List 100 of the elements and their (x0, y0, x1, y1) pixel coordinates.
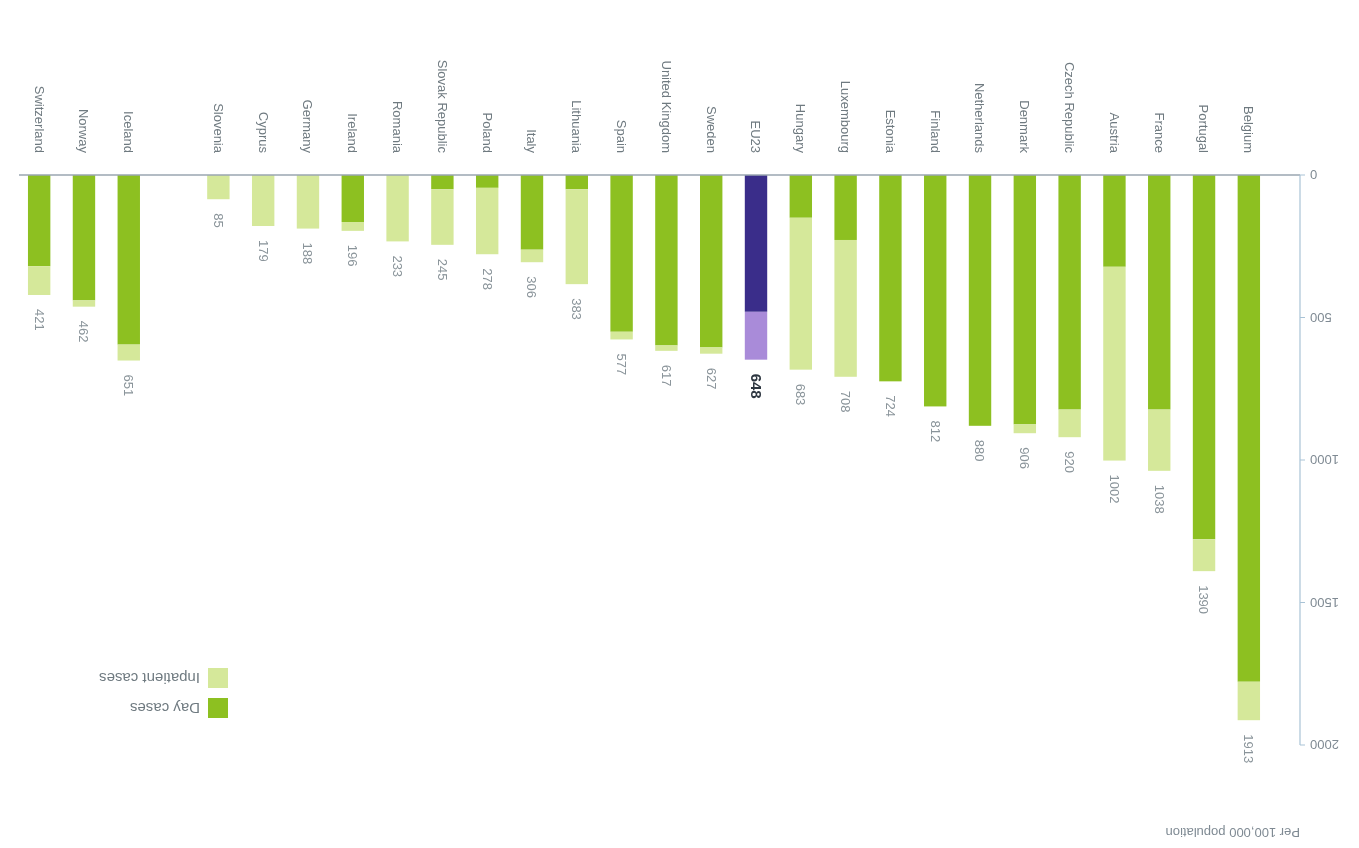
total-label: 577 (614, 353, 630, 376)
bar (700, 175, 723, 348)
y-tick-label: 1000 (1310, 452, 1339, 468)
total-label: 196 (345, 244, 361, 267)
total-label: 179 (255, 240, 271, 262)
total-label: 627 (703, 367, 719, 390)
x-tick-label: Sweden (703, 106, 719, 153)
bar (1103, 266, 1126, 461)
bar (834, 175, 857, 240)
total-label: 920 (1062, 451, 1078, 473)
bar (1192, 539, 1216, 572)
x-tick-label: Norway (76, 108, 92, 154)
total-label: 812 (927, 420, 943, 443)
bar (879, 175, 902, 382)
bar (700, 347, 723, 354)
total-label: 651 (121, 374, 137, 397)
x-tick-label: Portugal (1196, 104, 1212, 154)
bar (117, 175, 140, 345)
bar (207, 175, 230, 200)
y-tick-label: 2000 (1310, 737, 1339, 753)
total-label: 233 (390, 255, 406, 278)
total-label: 648 (747, 373, 765, 399)
total-label: 462 (76, 320, 92, 343)
x-tick-label: Estonia (882, 109, 898, 154)
total-label: 188 (300, 242, 316, 265)
x-tick-label: Hungary (793, 103, 809, 154)
x-tick-label: United Kingdom (658, 60, 674, 153)
x-tick-label: Cyprus (255, 111, 271, 154)
bar (924, 175, 947, 407)
bar (1237, 681, 1261, 721)
x-tick-label: Romania (390, 100, 406, 154)
bar (744, 175, 768, 312)
y-tick-label: 1500 (1310, 594, 1339, 610)
x-tick-label: Lithuania (569, 100, 585, 154)
x-tick-label: Austria (1106, 112, 1122, 154)
x-tick-label: EU23 (748, 120, 764, 153)
x-tick-label: Ireland (345, 113, 361, 153)
bar (520, 175, 544, 250)
y-tick-label: 0 (1310, 167, 1318, 183)
bar (1148, 409, 1171, 471)
total-label: 683 (793, 383, 809, 406)
total-label: 724 (882, 395, 898, 418)
bar (789, 175, 813, 218)
bar (117, 344, 140, 361)
x-tick-label: Netherlands (972, 82, 988, 154)
bar (296, 175, 320, 229)
total-label: 617 (658, 364, 674, 387)
bar (27, 175, 51, 267)
x-tick-label: Germany (300, 99, 316, 154)
legend-label: Day cases (129, 699, 200, 717)
total-label: 880 (972, 439, 988, 462)
total-label: 906 (1017, 447, 1033, 469)
bar (1013, 424, 1037, 434)
bar (1013, 175, 1037, 425)
bar (565, 189, 588, 285)
bar (1058, 175, 1081, 410)
x-tick-label: Denmark (1017, 100, 1033, 154)
total-label: 278 (479, 268, 495, 290)
x-tick-label: Belgium (1241, 106, 1257, 153)
x-tick-label: Iceland (121, 111, 137, 153)
x-tick-label: Slovak Republic (434, 59, 450, 154)
x-tick-label: Switzerland (31, 85, 47, 153)
bar (565, 175, 588, 190)
bar (431, 175, 454, 190)
bar (968, 175, 992, 426)
x-tick-label: Slovenia (210, 103, 226, 154)
text: Per 100,000 population (1165, 825, 1300, 840)
bar (1103, 175, 1126, 267)
bar (341, 175, 364, 223)
total-label: 383 (569, 298, 585, 320)
bar (744, 311, 768, 360)
bar (520, 249, 544, 263)
bar (610, 175, 633, 332)
bar (27, 266, 51, 295)
total-label: 1002 (1106, 474, 1122, 504)
bar (72, 300, 96, 307)
x-tick-label: Poland (479, 112, 495, 153)
total-label: 85 (210, 213, 226, 228)
total-label: 708 (838, 390, 854, 413)
bar (1192, 175, 1216, 540)
x-tick-label: Finland (927, 110, 943, 153)
bar (1148, 175, 1171, 410)
total-label: 306 (524, 276, 540, 298)
total-label: 1913 (1241, 734, 1257, 764)
x-tick-label: France (1151, 112, 1167, 153)
total-label: 245 (434, 258, 450, 281)
total-label: 421 (31, 308, 47, 331)
y-tick-label: 500 (1310, 309, 1332, 325)
bar (386, 175, 409, 242)
bar (431, 189, 454, 245)
x-tick-label: Czech Republic (1062, 61, 1078, 154)
bar (72, 175, 96, 301)
bar (475, 187, 499, 255)
legend-label: Inpatient cases (99, 669, 200, 687)
x-tick-label: Italy (524, 129, 540, 154)
bar (1058, 409, 1081, 438)
bar (251, 175, 275, 227)
bar (341, 222, 364, 231)
bar (1237, 175, 1261, 682)
bar (834, 239, 857, 377)
